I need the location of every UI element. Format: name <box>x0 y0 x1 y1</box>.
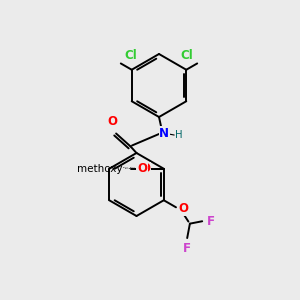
Text: methoxy: methoxy <box>124 168 131 170</box>
Text: H: H <box>175 130 183 140</box>
Text: methoxy: methoxy <box>77 164 122 174</box>
Text: Cl: Cl <box>124 49 137 62</box>
Text: F: F <box>206 215 214 228</box>
Text: O: O <box>140 162 150 175</box>
Text: O: O <box>137 162 147 175</box>
Text: methoxy: methoxy <box>123 167 130 168</box>
Text: O: O <box>178 202 188 215</box>
Text: methoxy: methoxy <box>130 167 136 168</box>
Text: Cl: Cl <box>181 49 194 62</box>
Text: methoxy: methoxy <box>129 168 135 170</box>
Text: O: O <box>107 116 117 128</box>
Text: F: F <box>183 242 191 255</box>
Text: N: N <box>159 127 169 140</box>
